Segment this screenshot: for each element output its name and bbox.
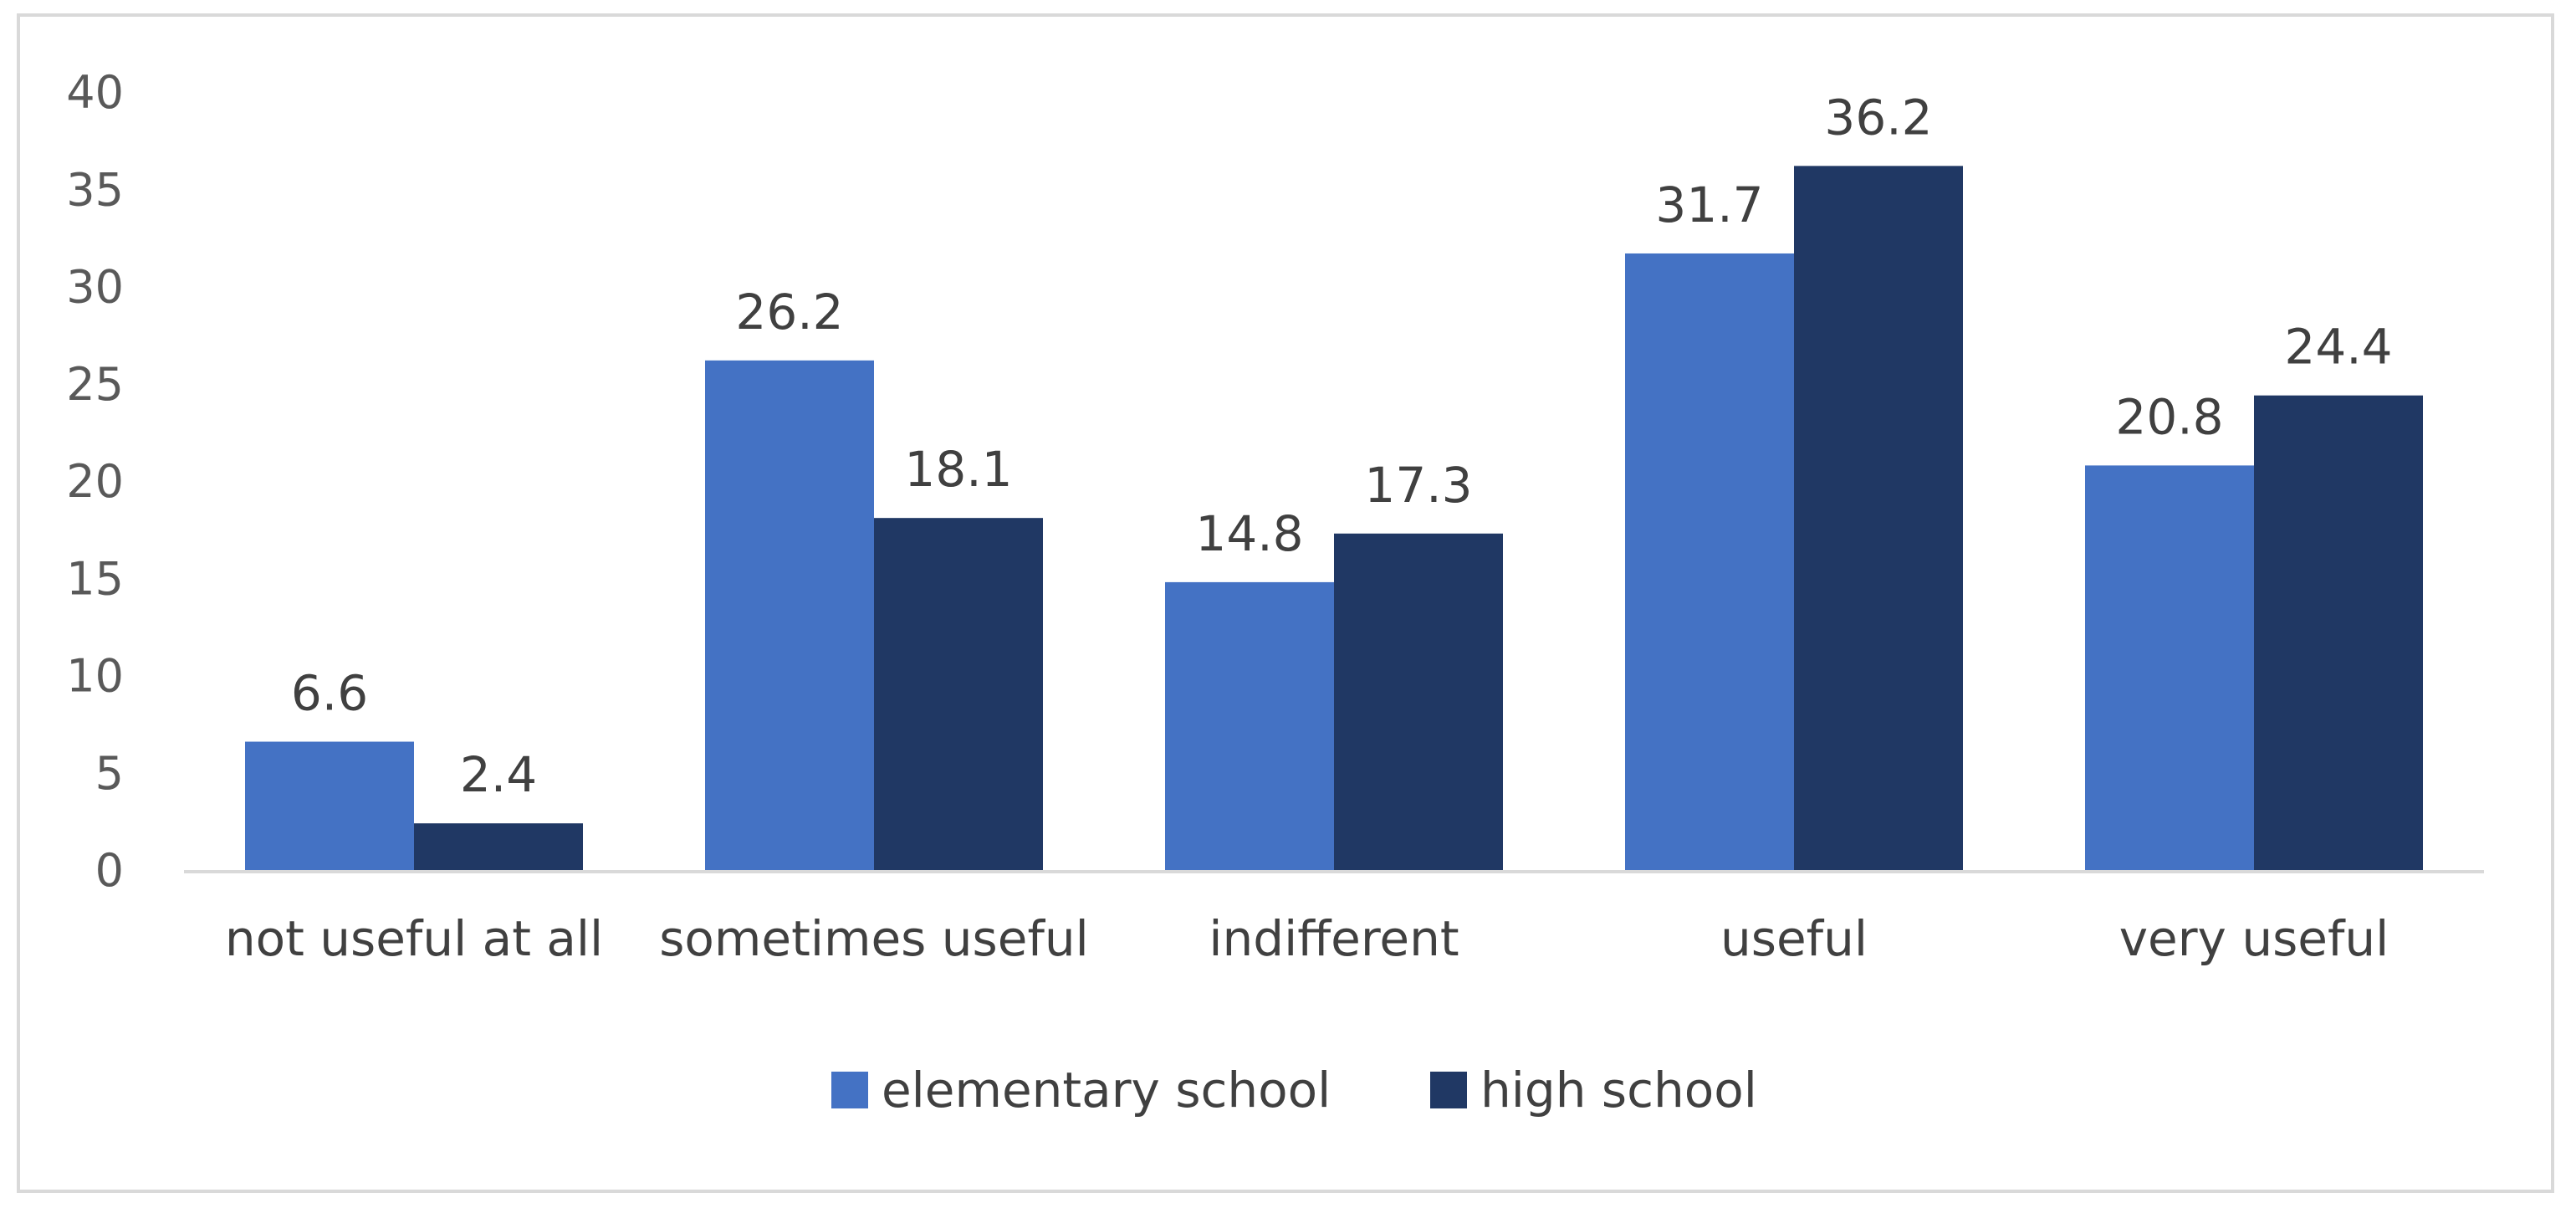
data-label: 36.2 <box>1824 89 1932 146</box>
bar-high-1 <box>874 518 1043 870</box>
category-label: not useful at all <box>225 910 603 967</box>
data-label: 2.4 <box>460 746 537 803</box>
y-tick-label: 10 <box>66 650 124 703</box>
y-tick-label: 25 <box>66 358 124 411</box>
y-tick-label: 30 <box>66 261 124 314</box>
y-tick-label: 35 <box>66 163 124 216</box>
category-label: very useful <box>2119 910 2389 967</box>
bar-elementary-3 <box>1625 253 1794 871</box>
bars <box>245 166 2423 871</box>
y-tick-label: 20 <box>66 455 124 508</box>
bar-elementary-0 <box>245 741 414 870</box>
bar-elementary-1 <box>705 360 874 871</box>
data-label: 18.1 <box>904 441 1012 498</box>
y-tick-label: 0 <box>95 844 124 897</box>
bar-high-0 <box>414 823 583 870</box>
data-label: 31.7 <box>1655 177 1763 233</box>
y-tick-label: 40 <box>66 66 124 119</box>
category-label: indifferent <box>1209 910 1459 967</box>
legend-swatch <box>831 1072 868 1108</box>
category-label: sometimes useful <box>659 910 1089 967</box>
legend-label: high school <box>1480 1062 1757 1118</box>
data-label: 17.3 <box>1364 457 1472 514</box>
data-labels: 6.6 2.4 26.2 18.1 14.8 17.3 31.7 36.2 20.8 24.4 <box>291 89 2393 803</box>
legend-item: elementary school <box>831 1062 1331 1118</box>
bar-elementary-4 <box>2085 465 2254 870</box>
legend-swatch <box>1430 1072 1467 1108</box>
category-labels: not useful at all sometimes useful indiffe… <box>225 910 2389 967</box>
data-label: 26.2 <box>735 284 843 340</box>
y-tick-label: 15 <box>66 552 124 605</box>
category-label: useful <box>1720 910 1868 967</box>
y-axis-ticks: 0 5 10 15 20 25 30 35 40 <box>66 66 124 897</box>
legend-item: high school <box>1430 1062 1757 1118</box>
bar-high-4 <box>2254 395 2423 870</box>
bar-high-3 <box>1794 166 1963 871</box>
data-label: 24.4 <box>2284 319 2392 376</box>
legend-label: elementary school <box>882 1062 1331 1118</box>
y-tick-label: 5 <box>95 747 124 800</box>
legend: elementary school high school <box>831 1062 1757 1118</box>
data-label: 14.8 <box>1195 505 1303 562</box>
data-label: 20.8 <box>2115 388 2223 445</box>
bar-elementary-2 <box>1165 581 1334 870</box>
data-label: 6.6 <box>291 665 368 722</box>
bar-high-2 <box>1334 533 1503 870</box>
